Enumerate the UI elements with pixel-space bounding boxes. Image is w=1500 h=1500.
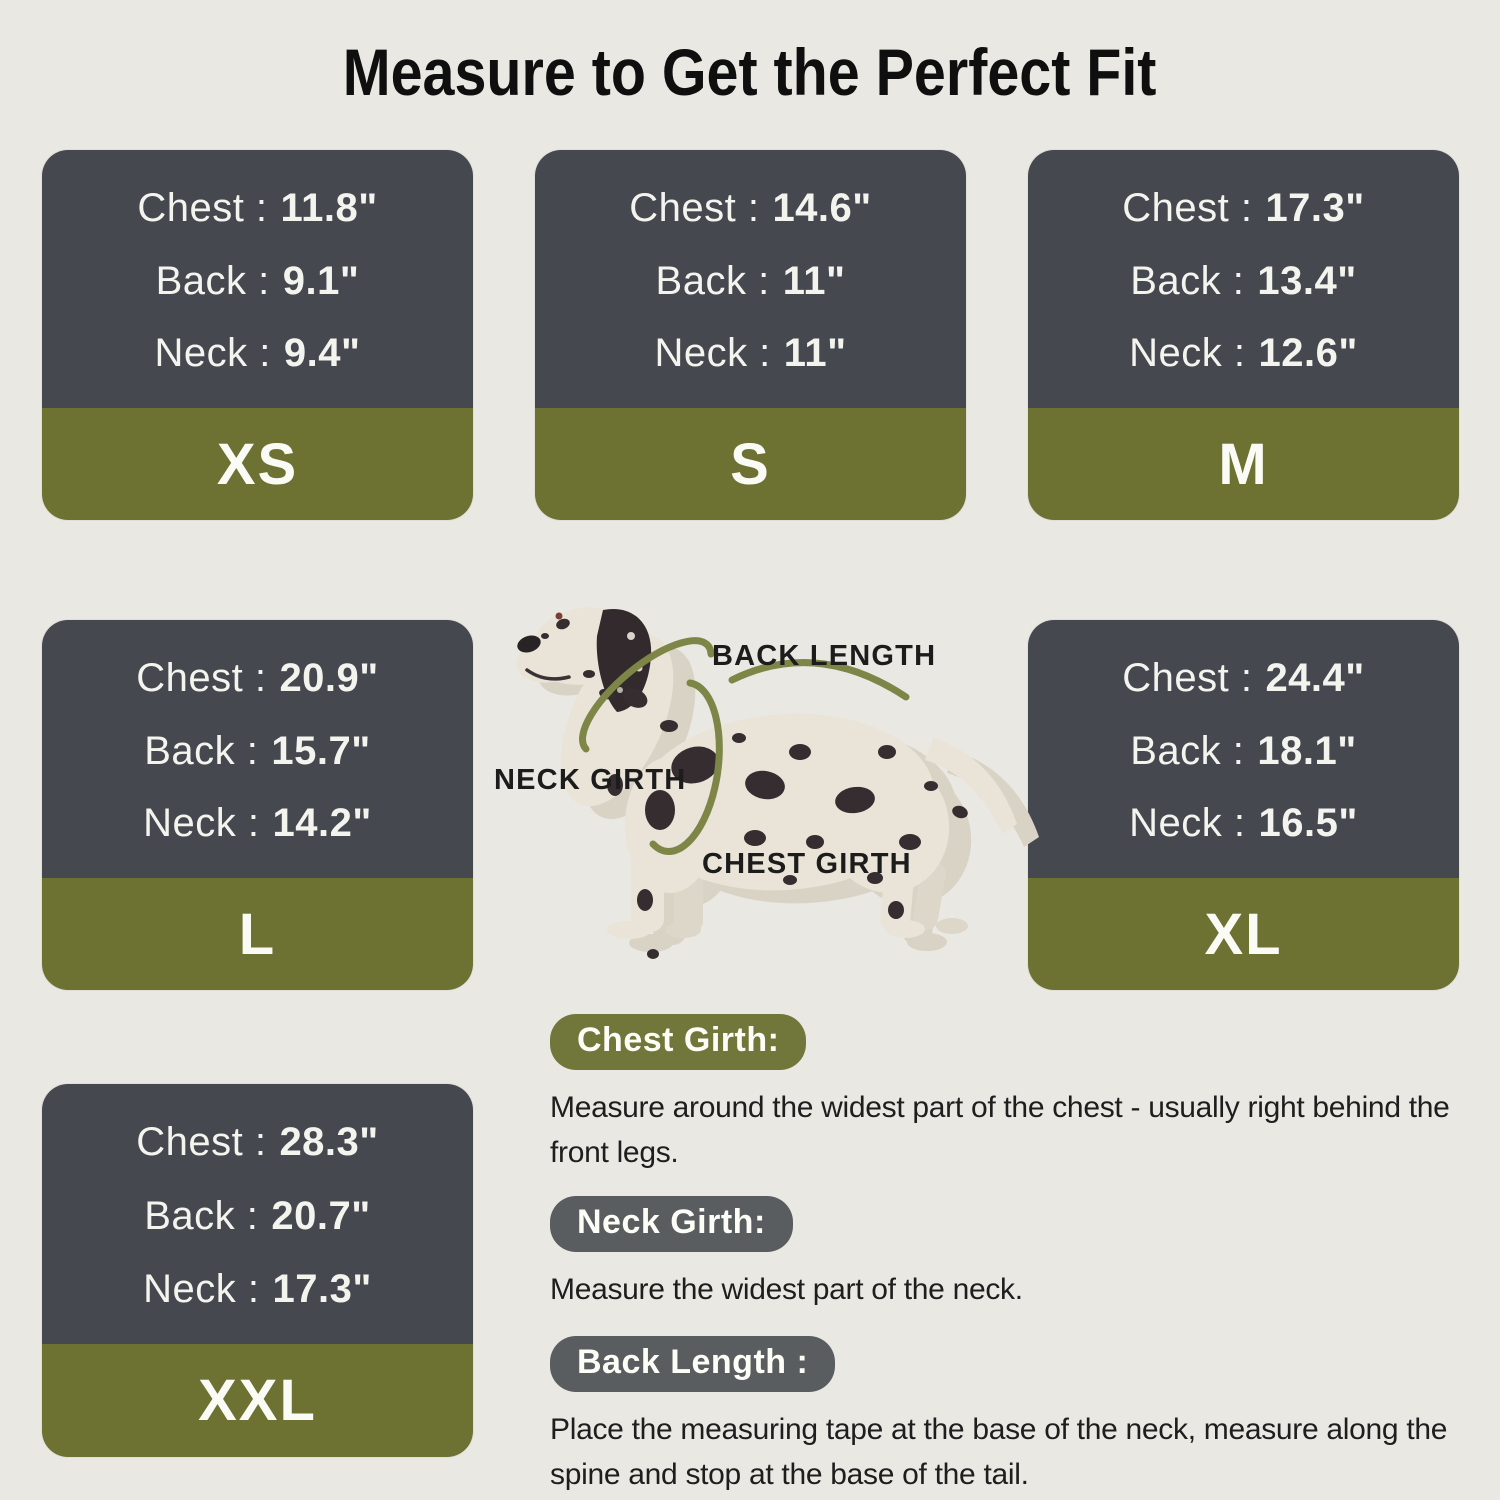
- neck-measurement: Neck : 12.6": [1129, 331, 1358, 376]
- size-card-m: Chest : 17.3" Back : 13.4" Neck : 12.6" …: [1028, 150, 1459, 520]
- chest-measurement: Chest : 11.8": [137, 185, 378, 230]
- chest-measurement: Chest : 14.6": [629, 185, 872, 230]
- size-label: M: [1218, 431, 1269, 497]
- neck-measurement: Neck : 9.4": [154, 331, 361, 376]
- back-length-badge: Back Length :: [550, 1336, 836, 1392]
- neck-girth-badge: Neck Girth:: [550, 1196, 793, 1252]
- size-card-xl: Chest : 24.4" Back : 18.1" Neck : 16.5" …: [1028, 620, 1459, 990]
- back-measurement: Back : 20.7": [144, 1193, 371, 1238]
- chest-measurement: Chest : 20.9": [136, 655, 379, 700]
- neck-girth-line: [579, 637, 715, 753]
- back-length-line: [728, 659, 910, 701]
- size-band: XL: [1028, 878, 1459, 990]
- back-length-label: BACK LENGTH: [712, 640, 937, 672]
- back-measurement: Back : 11": [655, 258, 846, 303]
- size-label: L: [238, 901, 277, 967]
- neck-girth-description: Measure the widest part of the neck.: [550, 1273, 1023, 1306]
- measurements-panel: Chest : 11.8" Back : 9.1" Neck : 9.4": [42, 150, 473, 408]
- size-card-xs: Chest : 11.8" Back : 9.1" Neck : 9.4" XS: [42, 150, 473, 520]
- back-length-section: Back Length : Place the measuring tape a…: [550, 1336, 1490, 1497]
- size-band: M: [1028, 408, 1459, 520]
- chest-girth-line: [649, 679, 723, 855]
- chest-measurement: Chest : 24.4": [1122, 655, 1365, 700]
- measurements-panel: Chest : 28.3" Back : 20.7" Neck : 17.3": [42, 1084, 473, 1344]
- size-card-l: Chest : 20.9" Back : 15.7" Neck : 14.2" …: [42, 620, 473, 990]
- page-title: Measure to Get the Perfect Fit: [343, 35, 1157, 109]
- neck-girth-label: NECK GIRTH: [494, 764, 687, 796]
- size-card-s: Chest : 14.6" Back : 11" Neck : 11" S: [535, 150, 966, 520]
- size-band: XXL: [42, 1344, 473, 1457]
- back-measurement: Back : 18.1": [1130, 728, 1357, 773]
- back-measurement: Back : 15.7": [144, 728, 371, 773]
- size-label: XXL: [198, 1368, 317, 1433]
- size-card-xxl: Chest : 28.3" Back : 20.7" Neck : 17.3" …: [42, 1084, 473, 1457]
- measurements-panel: Chest : 17.3" Back : 13.4" Neck : 12.6": [1028, 150, 1459, 408]
- measurements-panel: Chest : 14.6" Back : 11" Neck : 11": [535, 150, 966, 408]
- neck-measurement: Neck : 11": [654, 331, 847, 376]
- size-band: L: [42, 878, 473, 990]
- chest-girth-badge: Chest Girth:: [550, 1014, 807, 1070]
- chest-girth-description: Measure around the widest part of the ch…: [550, 1091, 1450, 1169]
- back-length-description: Place the measuring tape at the base of …: [550, 1413, 1448, 1491]
- dog-illustration: [512, 597, 1039, 959]
- neck-measurement: Neck : 14.2": [143, 801, 372, 846]
- neck-measurement: Neck : 16.5": [1129, 801, 1358, 846]
- size-band: S: [535, 408, 966, 520]
- chest-measurement: Chest : 17.3": [1122, 185, 1365, 230]
- neck-measurement: Neck : 17.3": [143, 1266, 372, 1311]
- back-measurement: Back : 9.1": [155, 258, 360, 303]
- chest-girth-section: Chest Girth: Measure around the widest p…: [550, 1014, 1490, 1175]
- size-band: XS: [42, 408, 473, 520]
- neck-girth-section: Neck Girth: Measure the widest part of t…: [550, 1196, 1490, 1312]
- measurements-panel: Chest : 24.4" Back : 18.1" Neck : 16.5": [1028, 620, 1459, 878]
- measurements-panel: Chest : 20.9" Back : 15.7" Neck : 14.2": [42, 620, 473, 878]
- size-label: S: [730, 431, 771, 497]
- back-measurement: Back : 13.4": [1130, 258, 1357, 303]
- chest-measurement: Chest : 28.3": [136, 1120, 379, 1165]
- size-label: XS: [216, 431, 299, 497]
- size-label: XL: [1204, 901, 1283, 967]
- chest-girth-label: CHEST GIRTH: [702, 848, 912, 880]
